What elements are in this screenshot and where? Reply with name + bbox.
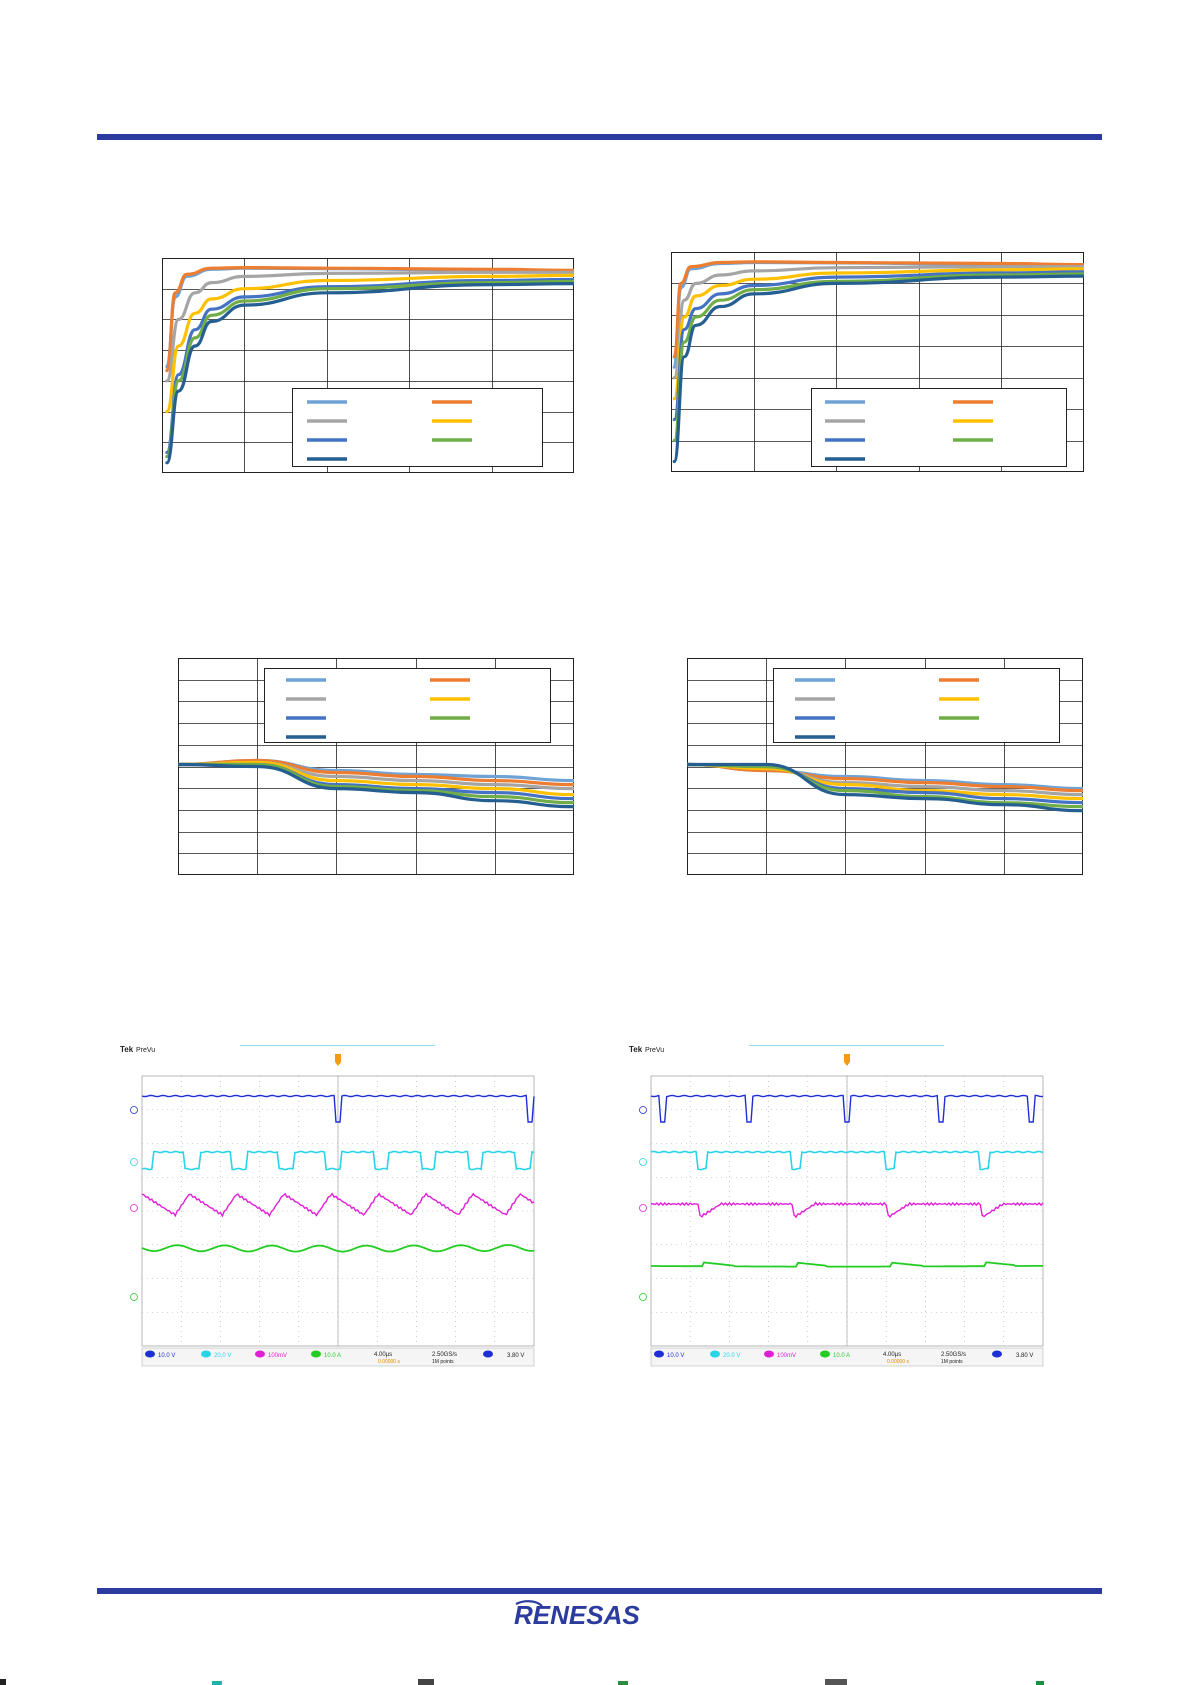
trigger-level: 3.80 V	[507, 1353, 524, 1359]
regulation-chart-right	[687, 658, 1083, 875]
series-line	[672, 272, 1084, 443]
efficiency-chart-right	[671, 252, 1084, 472]
series-line	[178, 762, 574, 805]
channel-marker	[639, 1293, 647, 1301]
scope-brand: Tek	[629, 1045, 643, 1054]
series-line	[165, 265, 574, 373]
status-bar	[650, 1347, 1044, 1367]
ch3-badge	[764, 1350, 774, 1358]
record-length: 1M points	[941, 1359, 963, 1365]
legend	[773, 668, 1060, 743]
trigger-badge	[483, 1350, 493, 1358]
ch2-badge	[710, 1350, 720, 1358]
series-line	[672, 267, 1084, 401]
ch2-waveform	[650, 1150, 1044, 1171]
channel-marker	[130, 1293, 138, 1301]
scope-screen: Tek PreVu 10.0 V 20.0 V 100mV 10.0 A 4.00µs0.0…	[629, 1045, 1044, 1391]
header-rule	[97, 134, 1102, 140]
efficiency-chart-left	[162, 258, 574, 473]
series-line	[672, 265, 1084, 380]
ch4-scale: 10.0 A	[324, 1353, 341, 1359]
timebase: 4.00µs	[883, 1352, 901, 1358]
trigger-marker	[844, 1054, 850, 1066]
legend	[811, 388, 1067, 467]
scope-mode: PreVu	[645, 1047, 664, 1054]
series-line	[165, 277, 574, 455]
ch1-scale: 10.0 V	[667, 1353, 684, 1359]
trigger-marker	[335, 1054, 341, 1066]
channel-marker	[130, 1204, 138, 1212]
series-line	[672, 260, 1084, 359]
status-bar	[141, 1347, 535, 1367]
ch3-scale: 100mV	[268, 1353, 287, 1359]
bottom-marks	[0, 1679, 1044, 1685]
series-line	[672, 270, 1084, 422]
scope-capture-left: Tek PreVu 10.0 V 20.0 V 100mV 10.0 A 4.00µs 0.0…	[120, 1042, 545, 1391]
ch3-badge	[255, 1350, 265, 1358]
series-line	[165, 270, 574, 383]
series-line	[687, 762, 1083, 809]
ch4-badge	[311, 1350, 321, 1358]
footer-rule	[97, 1588, 1102, 1594]
sample-rate: 2.50GS/s	[432, 1352, 457, 1358]
logo-text: RENESAS	[514, 1600, 640, 1628]
trigger-badge	[992, 1350, 1002, 1358]
ch3-waveform	[141, 1192, 535, 1218]
channel-marker	[639, 1158, 647, 1166]
series-line	[165, 273, 574, 414]
channel-marker	[639, 1106, 647, 1114]
series-line	[687, 762, 1083, 813]
legend	[264, 668, 551, 743]
channel-marker	[130, 1106, 138, 1114]
channel-marker	[639, 1204, 647, 1212]
series-line	[687, 762, 1083, 801]
ch4-waveform	[141, 1244, 535, 1253]
ch1-scale: 10.0 V	[158, 1353, 175, 1359]
channel-marker	[130, 1158, 138, 1166]
offset: 0.00000 s	[887, 1359, 909, 1365]
record-length: 1M points	[432, 1359, 454, 1365]
series-line	[178, 758, 574, 787]
sample-rate: 2.50GS/s	[941, 1352, 966, 1358]
ch2-waveform	[141, 1150, 535, 1171]
series-line	[687, 762, 1083, 793]
ch3-scale: 100mV	[777, 1353, 796, 1359]
renesas-logo: RENESAS	[512, 1598, 692, 1630]
legend-box	[292, 388, 543, 467]
scope-screen: Tek PreVu 10.0 V 20.0 V 100mV 10.0 A 4.00µs0.0…	[120, 1045, 535, 1391]
ch2-scale: 20.0 V	[723, 1353, 740, 1359]
ch4-badge	[820, 1350, 830, 1358]
scope-mode: PreVu	[136, 1047, 155, 1054]
ch4-waveform	[651, 1261, 1043, 1268]
offset: 0.00000 s	[378, 1359, 400, 1365]
regulation-chart-left	[178, 658, 574, 875]
series-line	[178, 760, 574, 797]
ch1-badge	[145, 1350, 155, 1358]
legend	[292, 388, 543, 467]
series-line	[178, 762, 574, 809]
scope-capture-right: Tek PreVu 10.0 V 20.0 V 100mV 10.0 A 4.00µs 0.0…	[629, 1042, 1054, 1391]
series-line	[165, 279, 574, 459]
ch2-badge	[201, 1350, 211, 1358]
ch1-waveform	[141, 1094, 535, 1123]
ch1-badge	[654, 1350, 664, 1358]
series-line	[165, 282, 574, 465]
timebase: 4.00µs	[374, 1352, 392, 1358]
ch1-waveform	[650, 1094, 1044, 1123]
ch4-scale: 10.0 A	[833, 1353, 850, 1359]
series-line	[672, 274, 1084, 464]
ch3-waveform	[650, 1201, 1044, 1219]
scope-brand: Tek	[120, 1045, 134, 1054]
trigger-level: 3.80 V	[1016, 1353, 1033, 1359]
ch2-scale: 20.0 V	[214, 1353, 231, 1359]
legend-box	[811, 388, 1067, 467]
